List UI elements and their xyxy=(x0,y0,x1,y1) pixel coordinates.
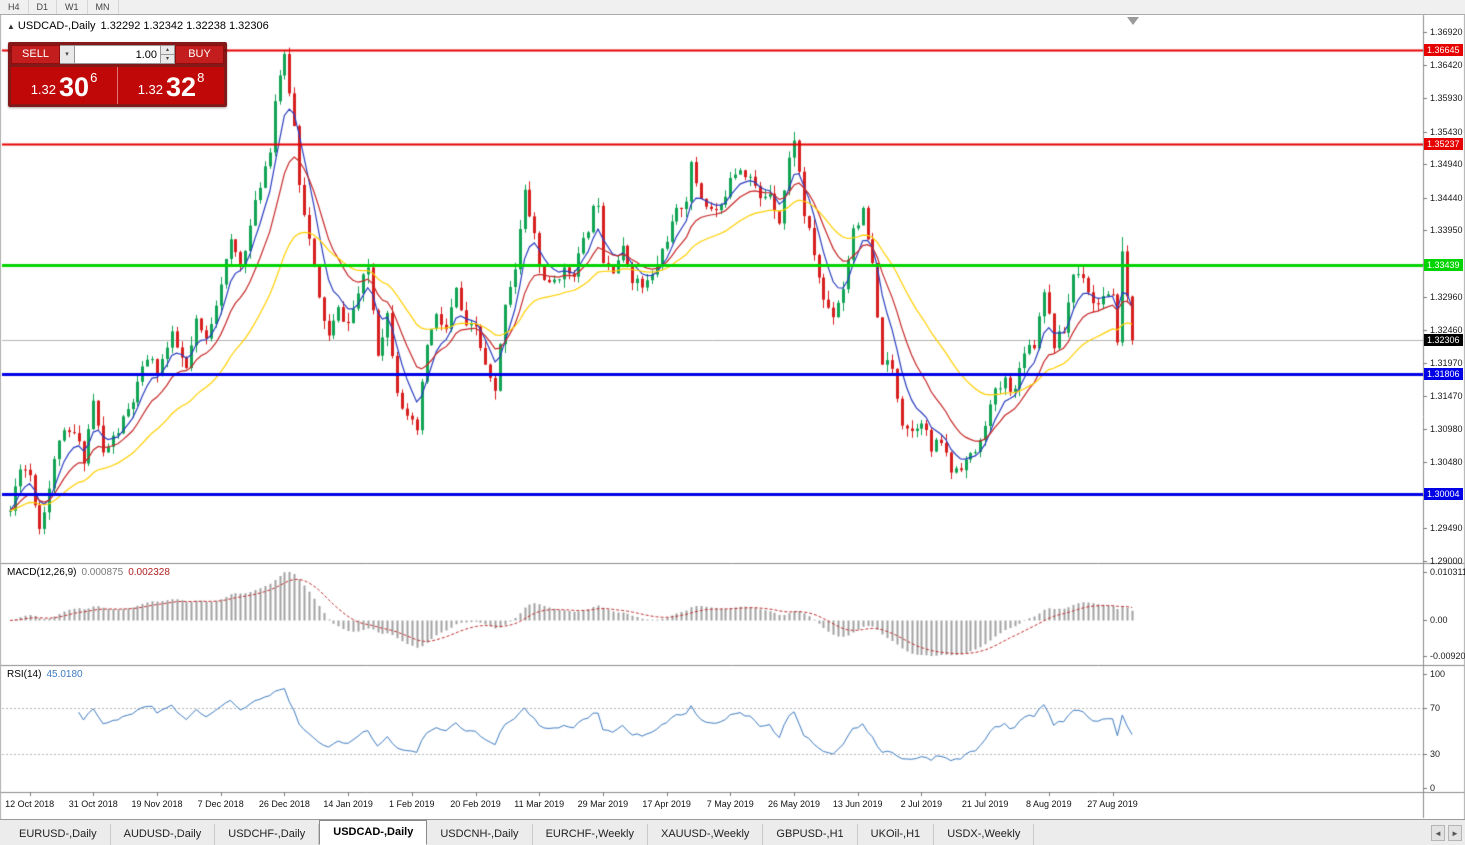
date-axis-label: 12 Oct 2018 xyxy=(5,799,55,809)
price-axis-tick: 1.30480 xyxy=(1430,457,1463,468)
buy-price-display[interactable]: 1.32 32 8 xyxy=(118,67,224,104)
price-axis-tick: 1.31970 xyxy=(1430,357,1463,368)
price-level-badge: 1.35237 xyxy=(1424,138,1463,151)
date-axis-label: 11 Mar 2019 xyxy=(514,799,565,809)
tabs-scroll-left-button[interactable]: ◄ xyxy=(1431,825,1445,841)
sell-button[interactable]: SELL xyxy=(11,45,60,64)
price-level-badge: 1.30004 xyxy=(1424,487,1463,500)
chart-tab-bar: EURUSD-,Daily AUDUSD-,Daily USDCHF-,Daily U… xyxy=(0,819,1465,845)
chart-title: ▲ USDCAD-,Daily 1.32292 1.32342 1.32238 1.… xyxy=(7,20,269,32)
chart-tab-gbpusd-h1[interactable]: GBPUSD-,H1 xyxy=(763,824,858,845)
trade-panel-toggle-icon[interactable]: ▲ xyxy=(7,22,15,31)
chart-tab-eurusd-daily[interactable]: EURUSD-,Daily xyxy=(6,824,111,845)
bid-price-badge: 1.32306 xyxy=(1424,334,1463,347)
chart-tab-usdcnh-daily[interactable]: USDCNH-,Daily xyxy=(427,824,533,845)
macd-main-value: 0.000875 xyxy=(81,567,124,578)
date-axis-label: 14 Jan 2019 xyxy=(323,799,373,809)
chevron-down-icon: ▾ xyxy=(65,51,69,58)
macd-axis-min: -0.009203 xyxy=(1430,651,1465,661)
date-axis-label: 27 Aug 2019 xyxy=(1087,799,1138,809)
sell-price-point: 6 xyxy=(90,70,98,85)
price-level-badge: 1.36645 xyxy=(1424,44,1463,57)
date-axis-label: 8 Aug 2019 xyxy=(1026,799,1072,809)
timeframe-button-h4[interactable]: H4 xyxy=(0,0,29,14)
rsi-axis-label: 70 xyxy=(1430,703,1441,714)
date-axis-label: 7 Dec 2018 xyxy=(197,799,244,809)
chart-tab-xauusd-weekly[interactable]: XAUUSD-,Weekly xyxy=(648,824,764,845)
price-level-badge: 1.33439 xyxy=(1424,258,1463,271)
date-axis-label: 13 Jun 2019 xyxy=(832,799,883,809)
date-axis-label: 31 Oct 2018 xyxy=(68,799,118,809)
price-axis-tick: 1.31470 xyxy=(1430,391,1463,402)
rsi-indicator-label: RSI(14) 45.0180 xyxy=(7,669,83,680)
sell-price-display[interactable]: 1.32 30 6 xyxy=(11,67,118,104)
macd-indicator-label: MACD(12,26,9) 0.000875 0.002328 xyxy=(7,567,170,578)
volume-up-button[interactable]: ▴ xyxy=(165,47,169,53)
price-axis-tick: 1.29490 xyxy=(1430,523,1463,534)
price-axis-tick: 1.35930 xyxy=(1430,93,1463,104)
price-axis-tick: 1.32460 xyxy=(1430,324,1463,335)
price-axis-tick: 1.34440 xyxy=(1430,192,1463,203)
trade-panel-prices: 1.32 30 6 1.32 32 8 xyxy=(11,67,224,104)
rsi-axis-label: 30 xyxy=(1430,748,1441,759)
chart-tab-ukoil-h1[interactable]: UKOil-,H1 xyxy=(858,824,935,845)
date-axis-label: 21 Jul 2019 xyxy=(961,799,1009,809)
macd-name: MACD(12,26,9) xyxy=(7,567,77,578)
volume-dropdown-button[interactable]: ▾ xyxy=(60,45,75,64)
chart-tab-audusd-daily[interactable]: AUDUSD-,Daily xyxy=(111,824,216,845)
sell-price-pips: 30 xyxy=(59,72,90,102)
rsi-axis-label: 100 xyxy=(1430,669,1446,679)
macd-axis-zero: 0.00 xyxy=(1430,615,1448,626)
price-level-badge: 1.31806 xyxy=(1424,367,1463,380)
price-axis-tick: 1.36920 xyxy=(1430,27,1463,38)
date-axis-label: 2 Jul 2019 xyxy=(900,799,943,809)
macd-axis-max: 0.010311 xyxy=(1430,567,1465,577)
tab-scroll-arrows: ◄ ► xyxy=(1431,825,1462,841)
timeframe-button-d1[interactable]: D1 xyxy=(29,0,58,14)
rsi-value: 45.0180 xyxy=(46,669,83,680)
timeframe-button-mn[interactable]: MN xyxy=(88,0,119,14)
chart-tab-eurchf-weekly[interactable]: EURCHF-,Weekly xyxy=(533,824,648,845)
chart-tab-usdx-weekly[interactable]: USDX-,Weekly xyxy=(934,824,1035,845)
chart-tabs: EURUSD-,Daily AUDUSD-,Daily USDCHF-,Daily U… xyxy=(0,820,1035,845)
ohlc-values: 1.32292 1.32342 1.32238 1.32306 xyxy=(100,20,269,32)
chart-tab-usdcad-daily[interactable]: USDCAD-,Daily xyxy=(319,820,428,845)
buy-price-pips: 32 xyxy=(166,72,197,102)
volume-stepper: ▴ ▾ xyxy=(161,45,175,64)
price-axis-tick: 1.29000 xyxy=(1430,555,1463,566)
price-axis-tick: 1.36420 xyxy=(1430,60,1463,71)
chart-tab-usdchf-daily[interactable]: USDCHF-,Daily xyxy=(215,824,320,845)
price-axis-tick: 1.33950 xyxy=(1430,225,1463,236)
timeframe-toolbar: H4 D1 W1 MN xyxy=(0,0,1465,15)
volume-input[interactable] xyxy=(75,45,161,64)
volume-down-button[interactable]: ▾ xyxy=(161,54,174,63)
price-axis-tick: 1.32960 xyxy=(1430,291,1463,302)
date-axis-label: 7 May 2019 xyxy=(706,799,754,809)
timeframe-button-w1[interactable]: W1 xyxy=(57,0,88,14)
chart-shift-marker[interactable] xyxy=(1127,17,1139,25)
date-axis-label: 26 Dec 2018 xyxy=(258,799,310,809)
trade-panel-controls: SELL ▾ ▴ ▾ BUY xyxy=(11,45,224,64)
date-axis-label: 29 Mar 2019 xyxy=(577,799,629,809)
date-axis-label: 19 Nov 2018 xyxy=(131,799,183,809)
tabs-scroll-right-button[interactable]: ► xyxy=(1448,825,1462,841)
chart-symbol-period: USDCAD-,Daily xyxy=(17,20,96,32)
date-axis-label: 26 May 2019 xyxy=(767,799,821,809)
buy-price-point: 8 xyxy=(197,70,205,85)
price-axis-tick: 1.35430 xyxy=(1430,126,1463,137)
buy-price-prefix: 1.32 xyxy=(137,82,164,97)
rsi-name: RSI(14) xyxy=(7,669,42,680)
date-axis-label: 17 Apr 2019 xyxy=(642,799,691,809)
rsi-axis-label: 0 xyxy=(1430,783,1436,793)
buy-button[interactable]: BUY xyxy=(175,45,224,64)
date-axis-label: 1 Feb 2019 xyxy=(389,799,435,809)
price-axis-tick: 1.30980 xyxy=(1430,423,1463,434)
price-axis-tick: 1.34940 xyxy=(1430,159,1463,170)
sell-price-prefix: 1.32 xyxy=(30,82,57,97)
date-axis-label: 20 Feb 2019 xyxy=(450,799,501,809)
macd-signal-value: 0.002328 xyxy=(128,567,170,578)
